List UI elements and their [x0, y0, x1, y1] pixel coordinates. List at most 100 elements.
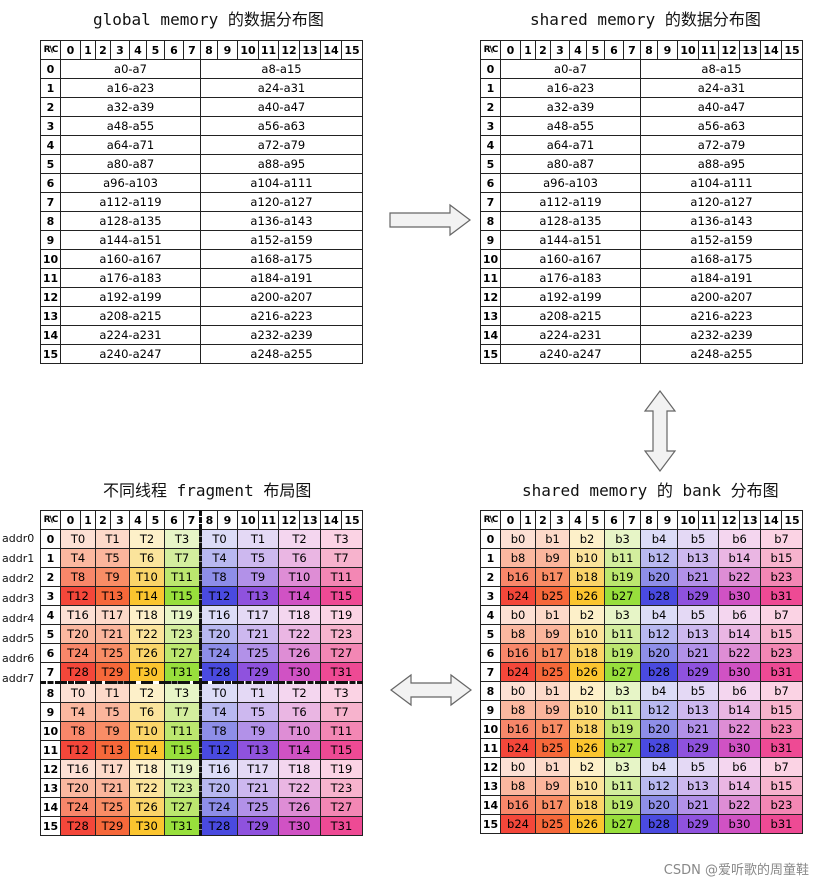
row-header: 9 — [40, 230, 61, 250]
addr-label: addr5 — [2, 632, 35, 645]
bank-cell: b26 — [569, 814, 605, 834]
col-header: 2 — [95, 510, 111, 530]
thread-cell: T20 — [199, 624, 238, 644]
thread-cell: T16 — [199, 605, 238, 625]
bank-cell: b22 — [718, 567, 761, 587]
table-row: 7 b24 b25 b26 b27 b28 b29 b30 b31 — [480, 662, 803, 682]
bank-cell: b10 — [569, 624, 605, 644]
col-header: 12 — [278, 510, 300, 530]
col-header: 9 — [657, 40, 678, 60]
thread-cell: T9 — [95, 567, 130, 587]
bank-cell: b30 — [718, 662, 761, 682]
row-header: 7 — [480, 662, 501, 682]
thread-cell: T6 — [129, 702, 165, 722]
thread-cell: T22 — [278, 624, 321, 644]
data-cell: a240-a247 — [60, 344, 201, 364]
corner-cell: R\C — [480, 40, 501, 60]
bank-cell: b21 — [677, 719, 719, 739]
thread-cell: T7 — [164, 702, 201, 722]
data-cell: a200-a207 — [200, 287, 363, 307]
table-row: 3 a48-a55 a56-a63 — [480, 116, 803, 136]
bank-cell: b16 — [500, 795, 536, 815]
data-cell: a104-a111 — [200, 173, 363, 193]
col-header: 10 — [677, 40, 699, 60]
corner-cell: R\C — [480, 510, 501, 530]
thread-cell: T23 — [164, 624, 201, 644]
watermark: CSDN @爱听歌的周童鞋 — [663, 863, 809, 878]
row-header: 12 — [40, 287, 61, 307]
thread-cell: T13 — [237, 586, 279, 606]
col-header: 8 — [640, 40, 658, 60]
thread-cell: T0 — [199, 529, 238, 549]
header-row: R\C 0 1 2 3 4 5 6 7 8 9 10 11 12 13 14 15 — [40, 40, 363, 60]
table-row: 14 b16 b17 b18 b19 b20 b21 b22 b23 — [480, 795, 803, 815]
row-header: 4 — [40, 605, 61, 625]
thread-cell: T9 — [237, 721, 279, 741]
table-row: 11 a176-a183 a184-a191 — [40, 268, 363, 288]
row-header: 11 — [480, 268, 501, 288]
col-header: 3 — [550, 40, 570, 60]
row-header: 2 — [40, 567, 61, 587]
table-row: 4 a64-a71 a72-a79 — [40, 135, 363, 155]
table-row: 6 T24 T25 T26 T27 T24 T25 T26 T27 — [40, 643, 363, 663]
data-cell: a32-a39 — [60, 97, 201, 117]
data-cell: a24-a31 — [640, 78, 803, 98]
col-header: 8 — [199, 510, 218, 530]
table-row: 1 T4 T5 T6 T7 T4 T5 T6 T7 — [40, 548, 363, 568]
bank-cell: b29 — [677, 738, 719, 758]
bank-cell: b3 — [604, 681, 641, 701]
thread-cell: T20 — [199, 778, 238, 798]
data-cell: a184-a191 — [200, 268, 363, 288]
data-cell: a120-a127 — [640, 192, 803, 212]
thread-cell: T4 — [60, 702, 96, 722]
thread-cell: T31 — [164, 816, 201, 836]
thread-cell: T23 — [320, 778, 363, 798]
row-header: 0 — [40, 529, 61, 549]
col-header: 4 — [129, 510, 147, 530]
bank-cell: b12 — [640, 776, 678, 796]
table-row: 8 T0 T1 T2 T3 T0 T1 T2 T3 — [40, 681, 363, 703]
col-header: 5 — [146, 510, 165, 530]
thread-cell: T1 — [95, 681, 130, 703]
thread-cell: T18 — [278, 759, 321, 779]
data-cell: a208-a215 — [500, 306, 641, 326]
thread-cell: T8 — [199, 567, 238, 587]
shared-memory-title: shared memory 的数据分布图 — [530, 10, 761, 29]
table-row: 3 T12 T13 T14 T15 T12 T13 T14 T15 — [40, 586, 363, 606]
thread-cell: T30 — [278, 816, 321, 836]
bank-cell: b14 — [718, 700, 761, 720]
col-header: 7 — [183, 40, 201, 60]
table-row: 14 a224-a231 a232-a239 — [40, 325, 363, 345]
data-cell: a192-a199 — [60, 287, 201, 307]
thread-cell: T6 — [278, 548, 321, 568]
thread-cell: T9 — [237, 567, 279, 587]
thread-cell: T11 — [320, 567, 363, 587]
col-header: 3 — [110, 40, 130, 60]
col-header: 13 — [299, 40, 321, 60]
thread-cell: T10 — [278, 567, 321, 587]
data-cell: a16-a23 — [500, 78, 641, 98]
table-row: 1 a16-a23 a24-a31 — [40, 78, 363, 98]
table-row: 10 b16 b17 b18 b19 b20 b21 b22 b23 — [480, 719, 803, 739]
col-header: 15 — [341, 510, 363, 530]
thread-cell: T2 — [278, 681, 321, 703]
bank-cell: b0 — [500, 757, 536, 777]
bank-cell: b1 — [535, 757, 570, 777]
table-row: 13 T20 T21 T22 T23 T20 T21 T22 T23 — [40, 778, 363, 798]
data-cell: a16-a23 — [60, 78, 201, 98]
data-cell: a48-a55 — [500, 116, 641, 136]
bank-cell: b19 — [604, 643, 641, 663]
corner-cell: R\C — [40, 40, 61, 60]
table-row: 14 T24 T25 T26 T27 T24 T25 T26 T27 — [40, 797, 363, 817]
thread-cell: T3 — [164, 681, 201, 703]
bank-cell: b20 — [640, 795, 678, 815]
col-header: 5 — [586, 40, 605, 60]
data-cell: a64-a71 — [500, 135, 641, 155]
data-cell: a232-a239 — [200, 325, 363, 345]
data-cell: a136-a143 — [200, 211, 363, 231]
col-header: 15 — [341, 40, 363, 60]
data-cell: a72-a79 — [200, 135, 363, 155]
thread-cell: T0 — [199, 681, 238, 703]
bank-cell: b25 — [535, 586, 570, 606]
data-cell: a176-a183 — [60, 268, 201, 288]
